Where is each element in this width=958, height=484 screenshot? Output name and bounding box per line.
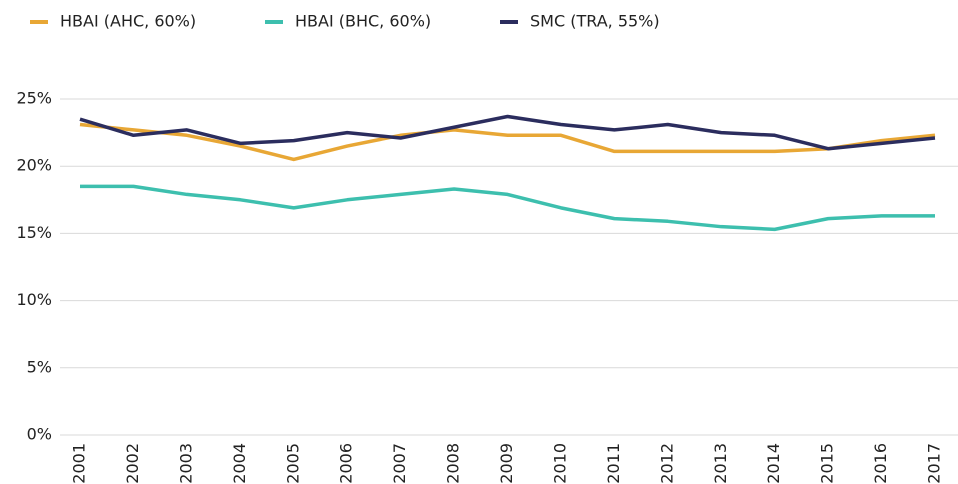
x-tick-label: 2017	[925, 443, 944, 484]
x-tick-label: 2007	[390, 443, 409, 484]
x-tick-label: 2009	[497, 443, 516, 484]
y-tick-label: 10%	[16, 290, 52, 309]
x-tick-label: 2010	[550, 443, 569, 484]
y-tick-label: 5%	[27, 357, 52, 376]
x-tick-label: 2016	[871, 443, 890, 484]
x-tick-label: 2014	[764, 443, 783, 484]
x-tick-label: 2003	[176, 443, 195, 484]
x-tick-label: 2013	[711, 443, 730, 484]
x-tick-label: 2008	[444, 443, 463, 484]
legend-label: HBAI (BHC, 60%)	[295, 12, 431, 31]
x-tick-label: 2006	[337, 443, 356, 484]
x-tick-label: 2004	[230, 443, 249, 484]
y-tick-label: 0%	[27, 425, 52, 444]
x-tick-label: 2011	[604, 443, 623, 484]
x-tick-label: 2012	[657, 443, 676, 484]
x-tick-label: 2005	[283, 443, 302, 484]
series-line	[79, 114, 936, 151]
y-tick-label: 20%	[16, 156, 52, 175]
series-line	[79, 122, 936, 162]
legend-label: HBAI (AHC, 60%)	[60, 12, 196, 31]
x-tick-label: 2002	[123, 443, 142, 484]
legend-label: SMC (TRA, 55%)	[530, 12, 660, 31]
series-line	[80, 184, 935, 232]
x-tick-label: 2015	[818, 443, 837, 484]
x-tick-label: 2001	[70, 443, 89, 484]
y-tick-label: 25%	[16, 89, 52, 108]
y-tick-label: 15%	[16, 223, 52, 242]
